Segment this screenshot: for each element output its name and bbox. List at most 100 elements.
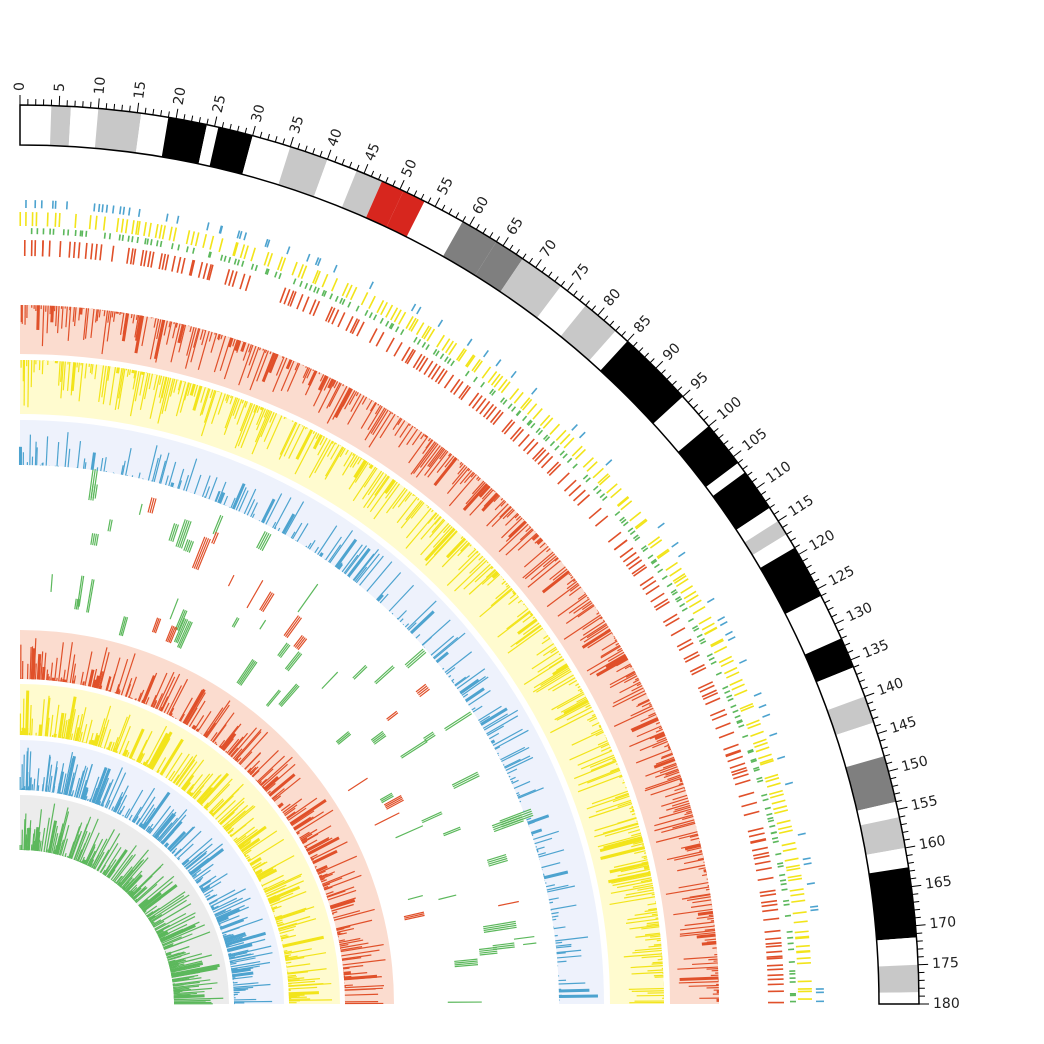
histogram-bar bbox=[230, 497, 236, 509]
histogram-bar bbox=[139, 899, 149, 908]
histogram-bar bbox=[217, 333, 220, 340]
histogram-bar bbox=[82, 681, 85, 686]
tile-mark bbox=[224, 269, 231, 285]
histogram-bar bbox=[152, 809, 175, 837]
histogram-bar bbox=[128, 676, 138, 699]
histogram-bar bbox=[233, 986, 254, 990]
histogram-bar bbox=[282, 798, 303, 814]
tile-mark bbox=[426, 328, 436, 342]
histogram-bar bbox=[262, 786, 265, 789]
track-background bbox=[20, 420, 604, 1004]
histogram-bar bbox=[459, 470, 473, 485]
tile-mark bbox=[628, 559, 643, 570]
histogram-bar bbox=[631, 692, 647, 702]
histogram-bar bbox=[646, 921, 659, 925]
tile-mark bbox=[400, 329, 405, 336]
histogram-bar bbox=[183, 688, 206, 725]
histogram-bar bbox=[647, 902, 657, 906]
histogram-bar bbox=[558, 994, 598, 999]
histogram-bar bbox=[226, 943, 253, 953]
tile-mark bbox=[327, 307, 336, 323]
histogram-bar bbox=[634, 911, 658, 916]
minor-tick bbox=[813, 578, 820, 583]
histogram-bar bbox=[330, 444, 340, 460]
histogram-bar bbox=[249, 349, 266, 391]
histogram-bar bbox=[287, 977, 321, 982]
histogram-bar bbox=[464, 687, 485, 703]
histogram-bar bbox=[581, 602, 593, 611]
histogram-bar bbox=[478, 705, 502, 722]
histogram-bar bbox=[654, 733, 666, 741]
minor-tick bbox=[522, 253, 527, 259]
ideogram bbox=[19, 104, 920, 1005]
segment-mark bbox=[493, 820, 524, 833]
histogram-bar bbox=[256, 867, 274, 879]
histogram-bar bbox=[603, 847, 646, 860]
histogram-bar bbox=[238, 731, 269, 765]
histogram-bar bbox=[134, 371, 142, 402]
histogram-bar bbox=[113, 854, 136, 883]
segment-mark bbox=[77, 599, 81, 610]
tile-mark bbox=[539, 414, 551, 427]
histogram-bar bbox=[623, 675, 638, 684]
histogram-bar bbox=[617, 647, 623, 652]
segment-mark bbox=[297, 638, 308, 651]
histogram-bar bbox=[23, 754, 25, 791]
histogram-bar bbox=[79, 818, 99, 863]
tile-mark bbox=[140, 249, 145, 266]
tile-mark bbox=[725, 749, 741, 757]
tile-mark bbox=[631, 564, 646, 575]
ideogram-band bbox=[678, 426, 738, 488]
histogram-bar bbox=[67, 448, 71, 468]
histogram-bar bbox=[288, 426, 306, 459]
histogram-bar bbox=[181, 774, 195, 791]
histogram-bar bbox=[468, 689, 491, 706]
tile-mark bbox=[321, 273, 329, 288]
minor-tick bbox=[638, 347, 644, 353]
tile-mark bbox=[482, 403, 495, 418]
histogram-bar bbox=[56, 442, 60, 467]
histogram-bar bbox=[485, 568, 496, 578]
histogram-bar bbox=[353, 548, 380, 582]
tile-mark bbox=[325, 306, 334, 322]
histogram-bar bbox=[434, 516, 442, 525]
histogram-bar bbox=[294, 811, 324, 831]
histogram-bar bbox=[107, 366, 111, 381]
histogram-bar bbox=[215, 800, 236, 820]
histogram-bar bbox=[138, 753, 144, 763]
tile-mark bbox=[143, 250, 148, 267]
histogram-bar bbox=[85, 796, 88, 801]
histogram-bar bbox=[38, 663, 41, 680]
tile-mark bbox=[759, 889, 776, 894]
histogram-bar bbox=[525, 526, 532, 533]
tile-mark bbox=[323, 290, 328, 297]
histogram-bar bbox=[93, 733, 98, 746]
segment-mark bbox=[488, 859, 508, 867]
tile-mark bbox=[520, 397, 531, 410]
histogram-bar bbox=[98, 365, 105, 402]
histogram-bar bbox=[225, 945, 230, 948]
histogram-bar bbox=[385, 481, 398, 499]
histogram-bar bbox=[73, 777, 81, 798]
minor-tick bbox=[413, 190, 418, 197]
tile-mark bbox=[312, 300, 321, 317]
tile-mark bbox=[540, 455, 554, 469]
histogram-bar bbox=[55, 305, 58, 327]
histogram-bar bbox=[269, 898, 281, 905]
histogram-bar bbox=[81, 786, 89, 801]
histogram-bar bbox=[369, 478, 394, 513]
ideogram-band bbox=[20, 105, 52, 146]
histogram-bar bbox=[595, 731, 604, 737]
tile-mark bbox=[544, 436, 551, 442]
histogram-bar bbox=[314, 865, 317, 868]
ideogram-band bbox=[536, 286, 586, 337]
segment-mark bbox=[419, 688, 430, 698]
segment-mark bbox=[93, 533, 97, 546]
tile-mark bbox=[349, 286, 358, 301]
histogram-bar bbox=[231, 971, 254, 978]
tile-mark bbox=[681, 607, 688, 612]
tile-mark bbox=[751, 846, 768, 852]
segment-mark bbox=[479, 950, 498, 954]
tile-mark bbox=[464, 370, 470, 377]
histogram-bar bbox=[106, 310, 112, 342]
